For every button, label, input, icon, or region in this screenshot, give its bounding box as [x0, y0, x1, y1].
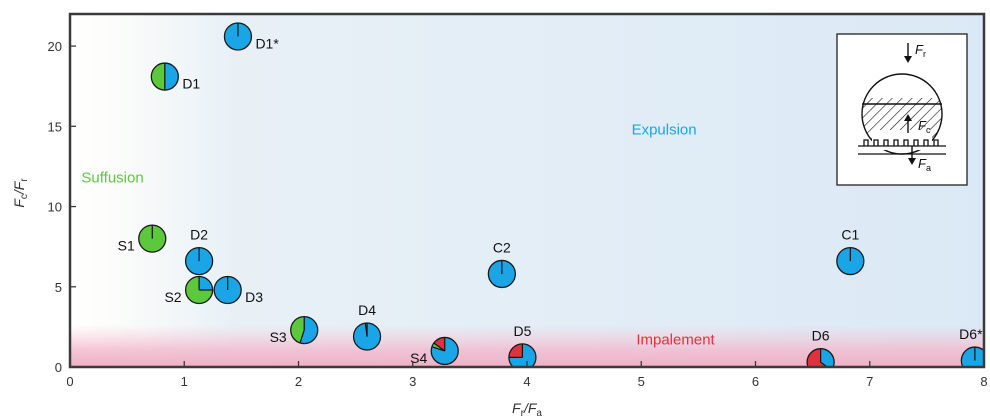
region-label-impalement: Impalement	[636, 332, 715, 349]
y-tick-label: 0	[55, 360, 62, 375]
point-label: S1	[118, 238, 135, 254]
y-tick-label: 10	[48, 200, 62, 215]
pie-slice-expulsion	[353, 323, 381, 351]
pie-marker-s2	[184, 275, 214, 305]
x-tick-label: 0	[66, 374, 73, 389]
inset-force-fa: Fa	[918, 156, 931, 173]
point-labels: D1* D1 S1 D2 S2 D3 S3 D4 S4 C2 D5 C1 D6 D6*	[118, 35, 983, 365]
point-label: D1*	[255, 35, 279, 51]
pie-marker-s1	[138, 224, 167, 253]
pie-slice-impalement	[508, 343, 523, 358]
x-tick-label: 1	[181, 374, 188, 389]
pie-marker-d3	[213, 275, 242, 305]
pie-marker-c2	[487, 259, 517, 289]
point-label: D2	[190, 227, 208, 243]
x-tick-label: 5	[638, 374, 645, 389]
inset-force-fr: Fr	[915, 42, 926, 59]
pie-marker-s4	[430, 336, 459, 366]
force-arrows	[904, 43, 916, 165]
point-label: D3	[245, 289, 263, 305]
point-label: D4	[358, 302, 376, 318]
x-tick-label: 6	[752, 374, 759, 389]
region-labels: Suffusion Expulsion Impalement	[81, 121, 715, 348]
plot-background	[70, 14, 984, 367]
x-tick-label: 8	[980, 374, 987, 389]
x-tick-label: 7	[866, 374, 873, 389]
pie-marker-s3	[290, 315, 319, 345]
pie-marker-d1-star	[223, 22, 253, 51]
pie-marker-d1	[150, 62, 179, 91]
x-axis-title: Fr/Fa	[512, 400, 542, 419]
y-axis-ticks: 0 5 10 15 20	[48, 39, 76, 375]
pie-slice-suffusion	[151, 63, 165, 91]
point-label: D6	[812, 328, 830, 344]
inset-force-fc: Fc	[918, 118, 931, 135]
pie-slice-expulsion	[199, 276, 213, 290]
inset-schematic: Fr Fc Fa	[836, 33, 968, 186]
pie-marker-d6	[806, 348, 835, 367]
pie-slice-expulsion	[164, 63, 179, 91]
point-label: D1	[182, 76, 200, 92]
pie-marker-d5	[508, 343, 537, 367]
pie-marker-d2	[184, 246, 214, 276]
data-points	[138, 22, 984, 367]
pie-slice-suffusion	[290, 316, 305, 343]
region-label-expulsion: Expulsion	[632, 121, 697, 138]
y-tick-label: 15	[48, 119, 62, 134]
pie-marker-d6-star	[960, 346, 984, 367]
y-tick-label: 20	[48, 39, 62, 54]
region-label-suffusion: Suffusion	[81, 169, 143, 186]
y-axis-title: Fc/Fr	[11, 178, 30, 208]
pie-slice-impalement	[807, 348, 828, 367]
x-tick-label: 2	[295, 374, 302, 389]
point-label: C1	[841, 227, 859, 243]
point-label: C2	[493, 239, 511, 255]
point-label: S2	[164, 289, 181, 305]
point-label: S3	[270, 329, 287, 345]
pie-slice-expulsion	[961, 347, 984, 367]
pie-marker-d4	[352, 322, 382, 351]
point-label: D6*	[959, 326, 983, 342]
substrate-pillars	[858, 139, 946, 155]
x-axis-ticks: 0 1 2 3 4 5 6 7 8	[66, 361, 988, 389]
point-label: D5	[513, 323, 531, 339]
x-tick-label: 3	[409, 374, 416, 389]
y-tick-label: 5	[55, 280, 62, 295]
x-tick-label: 4	[523, 374, 530, 389]
point-label: S4	[410, 350, 427, 366]
pie-marker-c1	[836, 246, 865, 276]
